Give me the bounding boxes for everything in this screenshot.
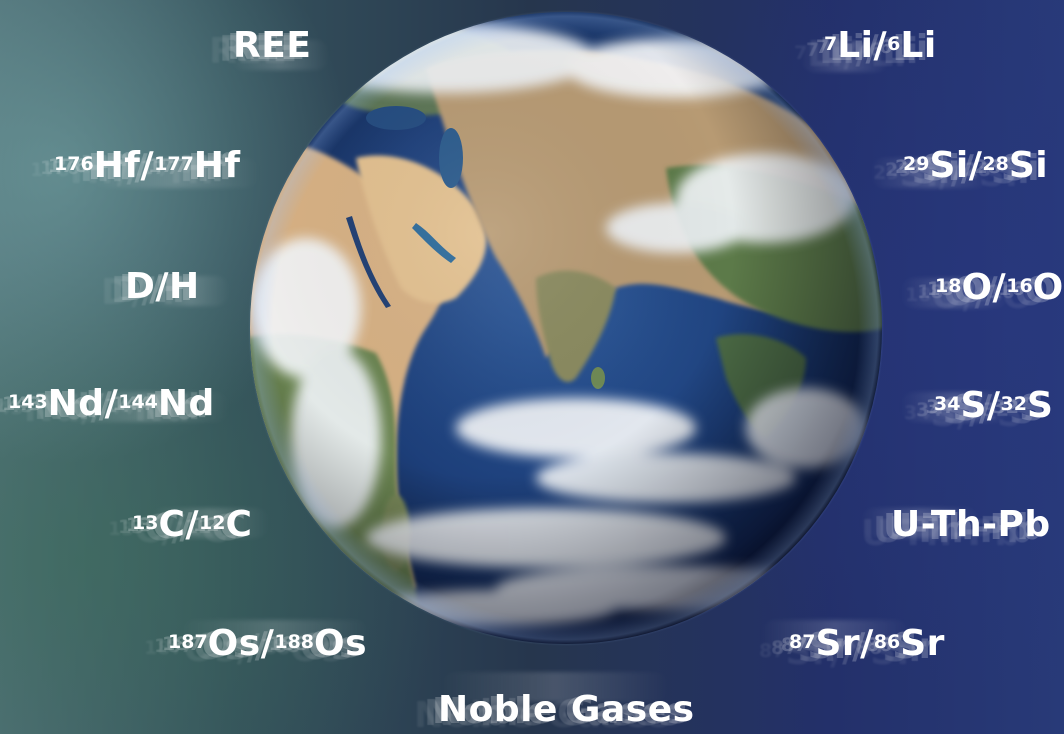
motion-streak xyxy=(150,508,270,538)
label-u-th-pb: U-Th-Pb xyxy=(891,505,1051,545)
li-superscript-7: 7 xyxy=(824,33,838,55)
motion-streak xyxy=(760,620,910,650)
label-li-ratio: 7Li/6Li xyxy=(824,26,937,66)
earth-globe xyxy=(248,10,884,646)
motion-streak xyxy=(180,620,370,650)
label-s-ratio: 34S/32S xyxy=(934,386,1053,426)
motion-streak xyxy=(870,158,990,188)
c-element-2: C xyxy=(225,504,253,545)
nd-superscript-143: 143 xyxy=(8,391,48,413)
label-ree: REE xyxy=(233,26,311,66)
o-superscript-18: 18 xyxy=(935,275,962,297)
hf-superscript-177: 177 xyxy=(154,153,194,175)
os-superscript-187: 187 xyxy=(168,631,208,653)
s-element-1: S/ xyxy=(960,385,1001,426)
li-element-2: Li xyxy=(900,25,937,66)
os-element-1: Os/ xyxy=(207,623,275,664)
label-si-ratio: 29Si/28Si xyxy=(903,146,1048,186)
nd-element-1: Nd/ xyxy=(47,383,119,424)
motion-streak xyxy=(230,40,330,70)
motion-streak xyxy=(800,42,890,72)
label-sr-ratio: 87Sr/86Sr xyxy=(789,624,945,664)
label-d-h: D/H xyxy=(125,267,200,307)
motion-streak xyxy=(900,278,1010,308)
label-nd-ratio: 143Nd/144Nd xyxy=(8,384,215,424)
c-element-1: C/ xyxy=(158,504,200,545)
label-ree-text: REE xyxy=(233,25,312,66)
sr-superscript-86: 86 xyxy=(873,631,901,653)
o-element-2: O xyxy=(1032,267,1064,308)
label-c-ratio: 13C/12C xyxy=(132,505,252,545)
o-element-1: O/ xyxy=(961,267,1007,308)
hf-element-1: Hf/ xyxy=(93,145,155,186)
label-d-h-text: D/H xyxy=(125,266,200,307)
li-superscript-6: 6 xyxy=(887,33,901,55)
s-superscript-32: 32 xyxy=(1000,393,1027,415)
label-u-th-pb-text: U-Th-Pb xyxy=(891,504,1051,545)
si-superscript-29: 29 xyxy=(903,153,930,175)
label-noble-gases-text: Noble Gases xyxy=(438,689,695,730)
motion-streak xyxy=(60,392,230,422)
sr-superscript-87: 87 xyxy=(789,631,816,653)
sr-element-2: Sr xyxy=(900,623,945,664)
o-superscript-16: 16 xyxy=(1006,275,1033,297)
hf-superscript-176: 176 xyxy=(54,153,94,175)
sr-element-1: Sr/ xyxy=(815,623,874,664)
si-element-1: Si/ xyxy=(929,145,983,186)
nd-element-2: Nd xyxy=(157,383,215,424)
motion-streak xyxy=(440,672,670,702)
c-superscript-12: 12 xyxy=(199,512,226,534)
nd-superscript-144: 144 xyxy=(118,391,158,413)
motion-streak xyxy=(860,508,980,538)
os-element-2: Os xyxy=(314,623,368,664)
li-element-1: Li/ xyxy=(837,25,888,66)
label-o-ratio: 18O/16O xyxy=(935,268,1064,308)
hf-element-2: Hf xyxy=(193,145,241,186)
motion-streak xyxy=(900,392,1010,422)
motion-streak xyxy=(150,276,230,306)
si-element-2: Si xyxy=(1008,145,1049,186)
label-noble-gases: Noble Gases xyxy=(438,690,695,730)
s-element-2: S xyxy=(1026,385,1054,426)
motion-streak xyxy=(90,158,260,188)
si-superscript-28: 28 xyxy=(982,153,1009,175)
label-hf-ratio: 176Hf/177Hf xyxy=(54,146,241,186)
s-superscript-34: 34 xyxy=(934,393,961,415)
os-superscript-188: 188 xyxy=(274,631,315,653)
label-os-ratio: 187Os/188Os xyxy=(168,624,367,664)
c-superscript-13: 13 xyxy=(132,512,159,534)
